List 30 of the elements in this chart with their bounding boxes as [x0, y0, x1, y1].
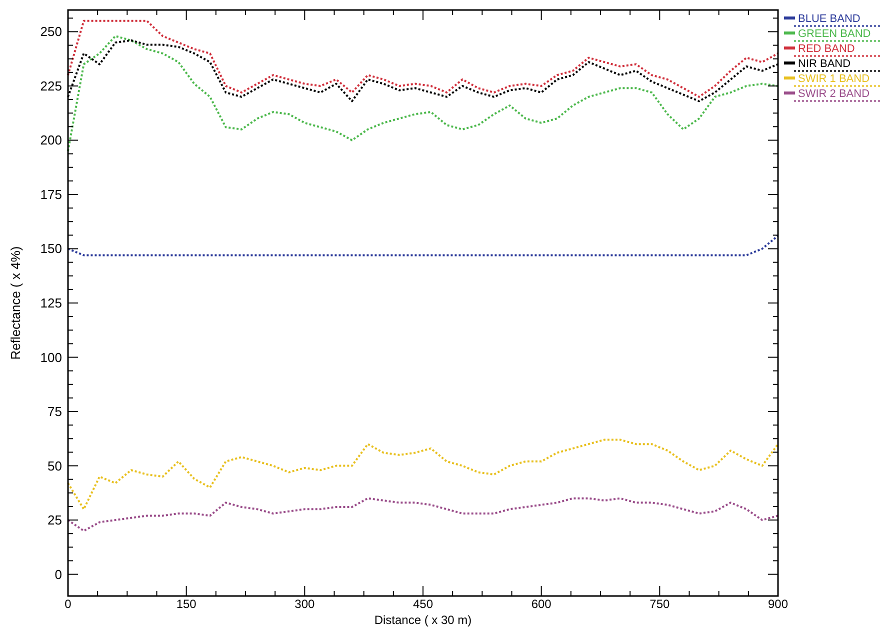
x-tick-label: 450 — [412, 597, 434, 611]
x-tick-label: 600 — [531, 597, 552, 611]
y-tick-label: 200 — [40, 132, 62, 148]
x-tick-label: 0 — [64, 597, 72, 611]
y-axis-title: Reflectance ( x 4%) — [8, 246, 23, 360]
y-tick-label: 250 — [40, 24, 62, 40]
legend-label: RED BAND — [798, 43, 855, 55]
x-tick-label: 150 — [176, 597, 197, 611]
legend-label: SWIR 2 BAND — [798, 88, 870, 100]
y-tick-label: 175 — [40, 186, 62, 202]
line-series — [67, 35, 779, 152]
x-axis-title: Distance ( x 30 m) — [374, 613, 472, 627]
x-tick-label: 750 — [650, 597, 670, 611]
y-tick-label: 25 — [48, 512, 62, 528]
y-tick-label: 125 — [40, 296, 62, 310]
legend-label: GREEN BAND — [798, 28, 871, 40]
line-series — [67, 438, 779, 510]
x-tick-label: 300 — [294, 597, 315, 611]
y-tick-label: 50 — [48, 458, 62, 474]
line-series — [67, 20, 779, 98]
legend-label: SWIR 1 BAND — [798, 73, 870, 85]
legend-label: BLUE BAND — [798, 13, 860, 25]
line-series — [67, 497, 779, 532]
y-tick-label: 0 — [54, 566, 62, 582]
y-tick-label: 150 — [40, 241, 62, 256]
y-tick-label: 75 — [48, 404, 62, 420]
x-tick-label: 900 — [768, 597, 788, 611]
y-tick-label: 100 — [40, 350, 62, 365]
legend-label: NIR BAND — [798, 58, 851, 70]
y-tick-label: 225 — [40, 78, 62, 94]
